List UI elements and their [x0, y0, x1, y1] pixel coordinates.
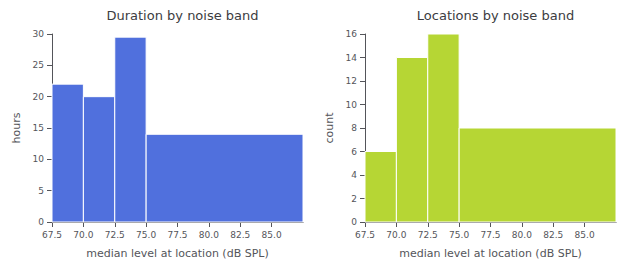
svg-text:10: 10 [346, 100, 358, 110]
svg-text:77.5: 77.5 [480, 230, 500, 240]
svg-text:2: 2 [351, 194, 357, 204]
svg-text:16: 16 [346, 29, 358, 39]
svg-text:15: 15 [33, 123, 44, 133]
svg-text:median level at location (dB S: median level at location (dB SPL) [399, 247, 581, 260]
svg-text:30: 30 [33, 29, 45, 39]
svg-text:75.0: 75.0 [136, 230, 156, 240]
svg-text:82.5: 82.5 [230, 230, 250, 240]
svg-text:67.5: 67.5 [42, 230, 62, 240]
svg-text:hours: hours [10, 112, 23, 143]
svg-text:85.0: 85.0 [575, 230, 595, 240]
svg-text:4: 4 [351, 170, 357, 180]
svg-text:12: 12 [346, 76, 357, 86]
svg-text:70.0: 70.0 [73, 230, 93, 240]
svg-text:75.0: 75.0 [449, 230, 469, 240]
svg-text:0: 0 [351, 217, 357, 227]
svg-text:count: count [323, 112, 336, 144]
svg-text:77.5: 77.5 [167, 230, 187, 240]
svg-text:85.0: 85.0 [262, 230, 282, 240]
svg-text:6: 6 [351, 147, 357, 157]
svg-text:0: 0 [38, 217, 44, 227]
svg-text:82.5: 82.5 [543, 230, 563, 240]
svg-text:72.5: 72.5 [105, 230, 125, 240]
svg-text:median level at location (dB S: median level at location (dB SPL) [86, 247, 268, 260]
svg-text:14: 14 [346, 53, 358, 63]
svg-text:72.5: 72.5 [418, 230, 438, 240]
svg-text:70.0: 70.0 [386, 230, 406, 240]
svg-text:25: 25 [33, 60, 44, 70]
svg-text:Locations by noise band: Locations by noise band [417, 8, 574, 23]
svg-text:8: 8 [351, 123, 357, 133]
svg-text:20: 20 [33, 92, 45, 102]
svg-text:5: 5 [38, 186, 44, 196]
svg-text:67.5: 67.5 [355, 230, 375, 240]
svg-text:Duration by noise band: Duration by noise band [106, 8, 258, 23]
svg-text:80.0: 80.0 [199, 230, 219, 240]
svg-text:80.0: 80.0 [512, 230, 532, 240]
svg-text:10: 10 [33, 154, 45, 164]
